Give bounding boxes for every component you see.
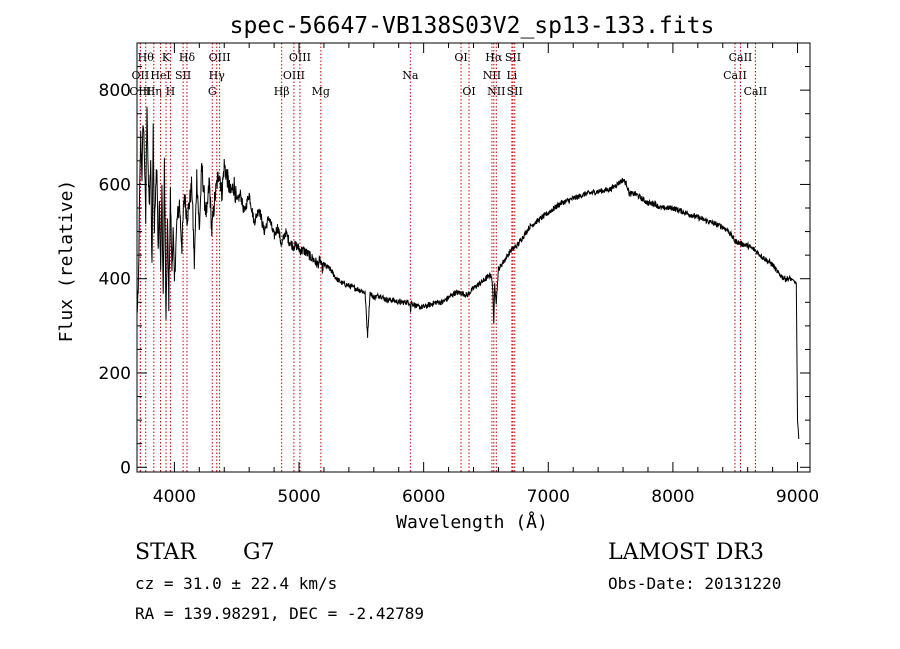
x-tick-label-2: 6000	[402, 487, 445, 507]
spectral-line-label-26: CaII	[729, 51, 753, 64]
spectral-line-label-19: NII	[483, 69, 501, 82]
y-tick-label-0: 0	[120, 458, 131, 478]
x-tick-label-3: 7000	[527, 487, 570, 507]
spectral-line-label-10: Hγ	[209, 69, 226, 82]
x-tick-label-4: 8000	[651, 487, 694, 507]
x-axis-label: Wavelength (Å)	[396, 511, 548, 533]
spectral-line-label-24: SII	[507, 85, 523, 98]
spectral-line-label-23: SII	[505, 51, 521, 64]
y-tick-label-1: 200	[99, 364, 131, 384]
spectral-line-label-16: Na	[402, 69, 419, 82]
plot-frame	[136, 42, 811, 473]
coordinates-text: RA = 139.98291, DEC = -2.42789	[135, 604, 424, 623]
spectral-line-label-4: HeI	[150, 69, 170, 82]
x-tick-label-0: 4000	[153, 487, 196, 507]
survey-name: LAMOST DR3	[608, 540, 764, 565]
spectral-line-label-3: Hη	[146, 85, 162, 98]
spectral-line-label-7: SII	[175, 69, 191, 82]
spectral-line-label-15: Mg	[312, 85, 330, 98]
spectrum-line	[136, 106, 800, 440]
x-tick-label-1: 5000	[277, 487, 320, 507]
y-tick-label-4: 800	[99, 81, 131, 101]
spectral-line-label-8: Hδ	[179, 51, 196, 64]
y-tick-label-3: 600	[99, 175, 131, 195]
spectral-line-label-0: Hθ	[138, 51, 155, 64]
spectral-line-label-9: G	[208, 85, 217, 98]
spectral-line-label-12: Hβ	[274, 85, 290, 98]
chart-title: spec-56647-VB138S03V2_sp13-133.fits	[230, 13, 715, 39]
y-tick-label-2: 400	[99, 270, 131, 290]
y-axis-label: Flux (relative)	[56, 180, 77, 343]
spectral-line-label-25: CaII	[723, 69, 747, 82]
redshift-text: cz = 31.0 ± 22.4 km/s	[135, 574, 337, 593]
obs-date: Obs-Date: 20131220	[608, 574, 781, 593]
object-class: STAR	[135, 540, 197, 565]
spectral-line-label-20: Hα	[485, 51, 503, 64]
spectral-line-label-21: NII	[487, 85, 505, 98]
spectral-line-label-18: OI	[462, 85, 475, 98]
spectral-line-label-2: OIII	[129, 85, 151, 98]
spectral-line-label-13: OIII	[283, 69, 305, 82]
plot-area	[136, 106, 800, 440]
spectral-line-label-22: Li	[506, 69, 517, 82]
spectral-line-label-5: K	[162, 51, 171, 64]
spectral-line-label-17: OI	[454, 51, 467, 64]
spectral-line-label-27: CaII	[744, 85, 768, 98]
x-tick-label-5: 9000	[776, 487, 819, 507]
spectral-line-label-14: OIII	[289, 51, 311, 64]
object-subclass: G7	[243, 540, 275, 565]
spectral-line-label-11: OIII	[209, 51, 231, 64]
spectral-line-markers: HθOIIOIIIHηHeIKHSIIHδGHγOIIIHβOIIIOIIIMg…	[129, 43, 767, 472]
spectral-line-label-6: H	[166, 85, 176, 98]
axes: 4000 5000 6000 7000 8000 9000 0 200 400 600 800	[99, 43, 819, 507]
